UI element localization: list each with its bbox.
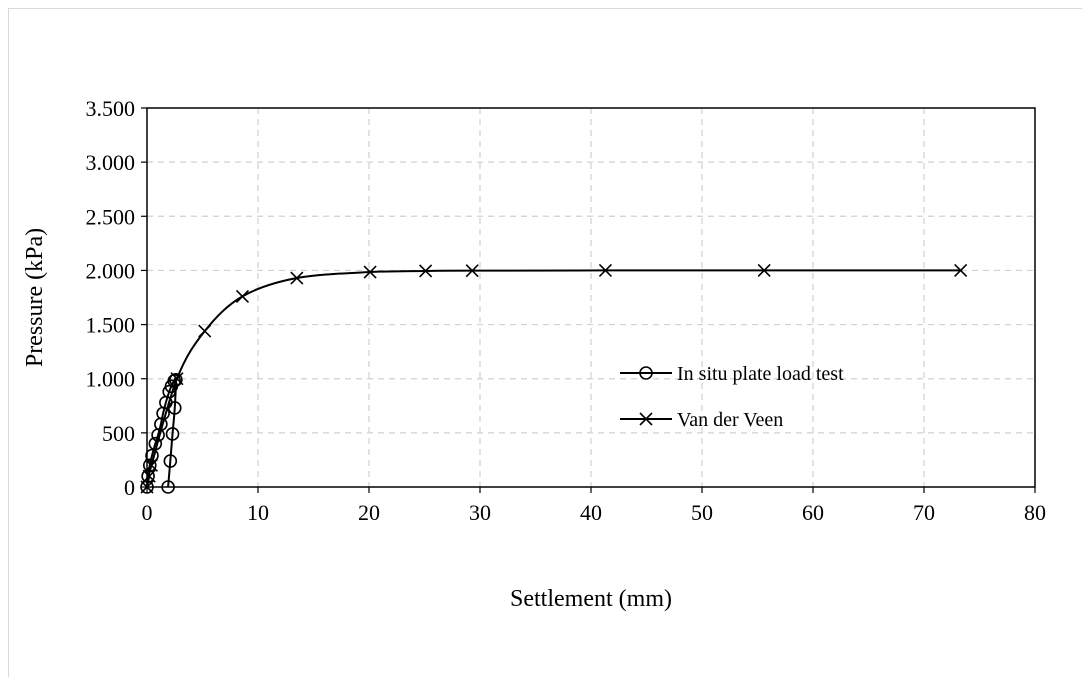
- x-marker: [144, 458, 159, 472]
- x-marker-stroke: [144, 458, 159, 472]
- y-tick-label: 1.500: [86, 313, 136, 338]
- x-marker-stroke: [757, 263, 771, 277]
- x-tick-label: 0: [142, 500, 153, 525]
- x-marker: [465, 264, 479, 278]
- y-tick-label: 3.500: [86, 96, 136, 121]
- y-tick-label: 2.000: [86, 258, 136, 283]
- x-tick-label: 40: [580, 500, 602, 525]
- x-marker-stroke: [954, 263, 968, 277]
- circle-marker: [167, 401, 182, 415]
- series-line: [146, 376, 177, 488]
- x-tick-label: 20: [358, 500, 380, 525]
- x-tick-label: 70: [913, 500, 935, 525]
- x-marker: [419, 264, 433, 278]
- tick-labels: 0 10 20 30 40 50 60 70 80 0 500 1.000 1.500 2.000 2.50…: [86, 96, 1047, 525]
- x-marker: [290, 271, 304, 285]
- x-marker-stroke: [290, 271, 304, 285]
- series-van-der-veen: [140, 263, 968, 494]
- x-marker-stroke: [170, 372, 184, 386]
- legend-label: Van der Veen: [677, 409, 783, 431]
- x-marker-stroke: [140, 480, 154, 494]
- x-marker-stroke: [198, 324, 212, 338]
- x-axis-label: Settlement (mm): [510, 586, 672, 612]
- x-tick-label: 30: [469, 500, 491, 525]
- x-marker: [363, 265, 377, 279]
- x-marker: [954, 263, 968, 277]
- x-marker: [598, 263, 612, 277]
- x-marker-stroke: [419, 264, 433, 278]
- y-tick-label: 3.000: [86, 150, 136, 175]
- x-marker-stroke: [363, 265, 377, 279]
- series-line: [146, 269, 961, 488]
- x-tick-label: 50: [691, 500, 713, 525]
- circle-marker: [140, 480, 154, 494]
- x-marker-stroke: [142, 469, 156, 483]
- x-marker: [235, 289, 250, 303]
- plot-area: [146, 107, 1036, 488]
- x-tick-label: 60: [802, 500, 824, 525]
- y-tick-label: 2.500: [86, 204, 136, 229]
- legend-x-marker: [639, 412, 653, 426]
- circle-marker: [163, 454, 178, 468]
- circle-marker: [165, 427, 180, 441]
- y-tick-label: 1.000: [86, 367, 136, 392]
- chart-marks: [140, 263, 968, 494]
- y-tick-label: 500: [102, 421, 135, 446]
- x-marker: [140, 480, 154, 494]
- legend-item: Van der Veen: [620, 409, 783, 431]
- x-marker: [757, 263, 771, 277]
- y-tick-label: 0: [124, 475, 135, 500]
- grid: [147, 108, 1035, 487]
- x-marker: [142, 469, 156, 483]
- y-axis-label: Pressure (kPa): [22, 228, 48, 367]
- circle-marker: [169, 372, 183, 387]
- x-tick-label: 80: [1024, 500, 1046, 525]
- x-marker-stroke: [598, 263, 612, 277]
- x-marker-stroke: [465, 264, 479, 278]
- chart-frame: [8, 8, 1082, 677]
- x-marker-stroke: [235, 289, 250, 303]
- x-marker: [198, 324, 212, 338]
- legend-x-marker-stroke: [639, 412, 653, 426]
- x-tick-label: 10: [247, 500, 269, 525]
- legend: In situ plate load test Van der Veen: [620, 363, 844, 431]
- legend-item: In situ plate load test: [620, 363, 844, 385]
- circle-marker: [161, 480, 175, 494]
- x-marker: [170, 372, 184, 386]
- legend-label: In situ plate load test: [677, 363, 844, 385]
- legend-circle-marker: [639, 366, 653, 380]
